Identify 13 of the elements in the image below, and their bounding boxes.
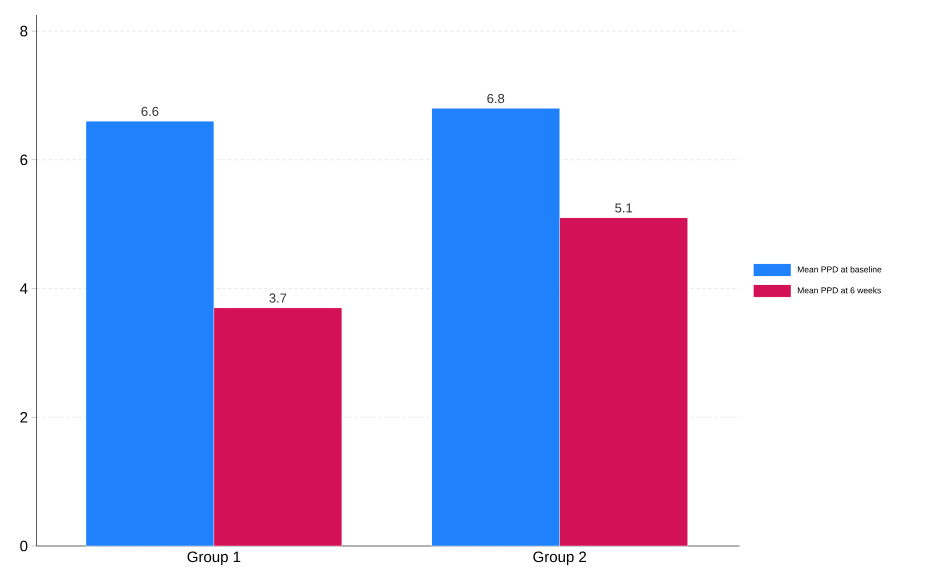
x-tick-label: Group 2 <box>533 552 586 566</box>
y-tick-label: 8 <box>20 26 28 36</box>
data-label: 6.6 <box>142 106 158 116</box>
y-tick-label: 0 <box>20 540 28 552</box>
legend-label: Mean PPD at 6 weeks <box>798 287 881 294</box>
data-label: 5.1 <box>615 203 632 213</box>
y-tick-label: 2 <box>20 412 28 422</box>
legend-label: Mean PPD at baseline <box>798 266 882 272</box>
y-tick-label: 6 <box>20 154 28 166</box>
y-tick-label: 4 <box>20 283 28 294</box>
data-label: 3.7 <box>269 293 286 303</box>
x-tick-label: Group 1 <box>188 552 240 566</box>
data-label: 6.8 <box>487 94 504 104</box>
